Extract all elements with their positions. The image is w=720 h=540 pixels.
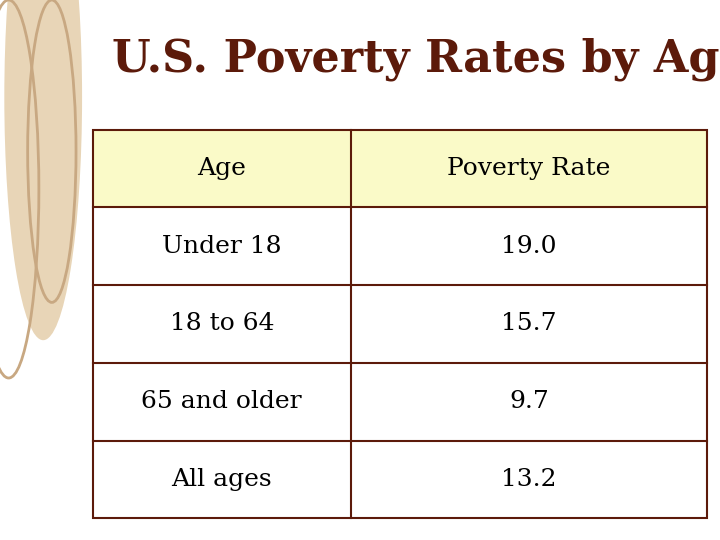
Text: 18 to 64: 18 to 64 xyxy=(169,313,274,335)
Bar xyxy=(93,207,707,285)
Text: 65 and older: 65 and older xyxy=(142,390,302,413)
Text: Under 18: Under 18 xyxy=(162,235,282,258)
Text: All ages: All ages xyxy=(171,468,272,491)
Text: 13.2: 13.2 xyxy=(501,468,557,491)
Text: 9.7: 9.7 xyxy=(509,390,549,413)
Bar xyxy=(93,285,707,363)
Text: 19.0: 19.0 xyxy=(501,235,557,258)
Text: Poverty Rate: Poverty Rate xyxy=(447,157,611,180)
Bar xyxy=(93,130,707,207)
Bar xyxy=(93,441,707,518)
Text: Age: Age xyxy=(197,157,246,180)
Bar xyxy=(93,130,707,518)
Text: U.S. Poverty Rates by Age, 2005: U.S. Poverty Rates by Age, 2005 xyxy=(112,38,720,82)
Circle shape xyxy=(4,0,82,340)
Bar xyxy=(93,363,707,441)
Text: 15.7: 15.7 xyxy=(501,313,557,335)
